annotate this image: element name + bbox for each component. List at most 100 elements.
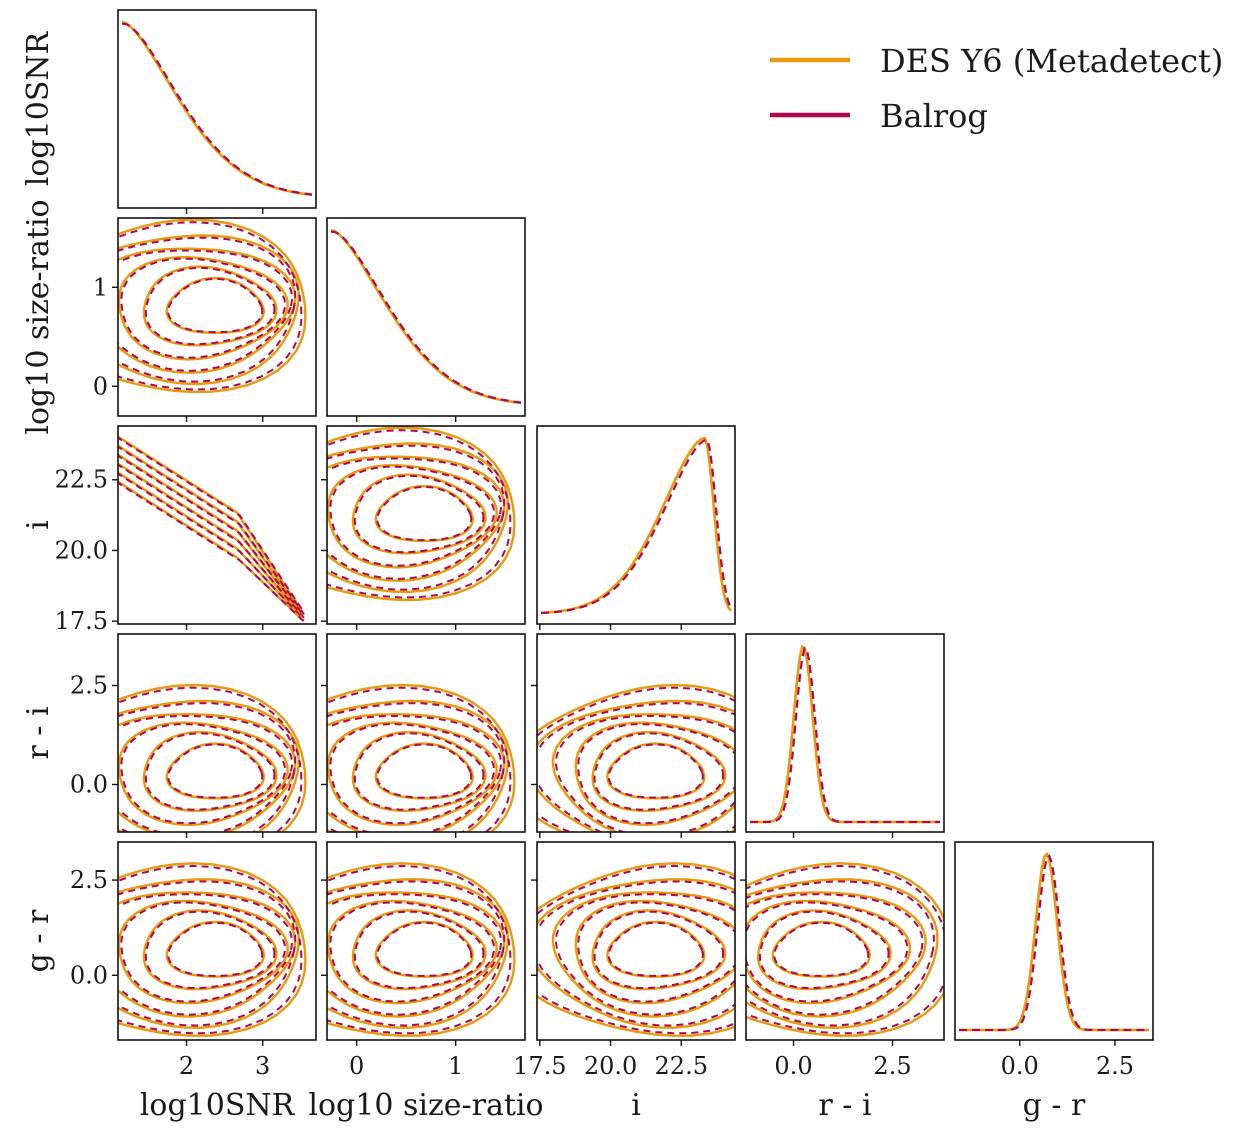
contour-balrog — [120, 257, 286, 359]
contour-des — [327, 683, 516, 832]
contour-des — [327, 862, 516, 1038]
contour-des — [165, 742, 266, 800]
x-tick-label-size: 0 — [349, 1052, 364, 1080]
contour-des — [327, 891, 506, 1018]
contour-des — [351, 730, 487, 813]
marginal-line-des — [330, 228, 522, 405]
contour-des — [118, 712, 297, 832]
x-tick-label-ri: 0.0 — [774, 1052, 812, 1080]
contour-balrog — [118, 864, 303, 1035]
contours-gr-vs-size — [327, 862, 516, 1038]
legend-label-balrog: Balrog — [880, 97, 988, 135]
contour-balrog — [118, 463, 305, 619]
contour-balrog — [607, 921, 704, 977]
contour-des — [327, 899, 498, 1005]
contour-balrog — [577, 723, 735, 825]
contour-des — [606, 742, 706, 800]
contour-balrog — [118, 481, 305, 623]
y-axis-label-snr: log10SNR — [21, 30, 56, 186]
contour-balrog — [376, 485, 473, 542]
contour-balrog — [593, 732, 725, 811]
marginal-gr — [959, 851, 1149, 1032]
y-axis-label-i: i — [21, 520, 56, 530]
contour-des — [374, 920, 475, 978]
contour-des — [118, 453, 302, 614]
panel-frame-gr-gr — [954, 841, 1154, 1041]
panel-frame-ri-snr — [117, 633, 317, 833]
contour-des — [118, 699, 301, 832]
contour-des — [165, 920, 266, 978]
contour-des — [118, 899, 289, 1005]
contour-des — [118, 234, 301, 386]
x-tick-label-snr: 2 — [179, 1052, 194, 1080]
panel-frame-ri-i — [536, 633, 736, 833]
panel-frame-i-snr — [117, 425, 317, 625]
contour-balrog — [167, 277, 264, 334]
contour-des — [327, 721, 498, 827]
x-axis-label-ri: r - i — [818, 1088, 871, 1123]
contour-balrog — [327, 864, 512, 1035]
contour-balrog — [120, 901, 286, 1003]
contour-des — [165, 276, 266, 334]
contour-balrog — [144, 266, 276, 346]
panel-frame-size-snr — [117, 217, 317, 417]
x-tick-label-i: 17.5 — [513, 1052, 566, 1080]
contour-des — [118, 721, 289, 827]
y-tick-label-size: 0 — [93, 372, 108, 400]
x-tick-label-size: 1 — [448, 1052, 463, 1080]
x-axis-label-snr: log10SNR — [140, 1088, 296, 1123]
x-axis-label-gr: g - r — [1023, 1088, 1086, 1123]
contour-balrog — [327, 893, 503, 1016]
panel-frame-ri-ri — [745, 633, 945, 833]
contour-balrog — [327, 715, 503, 832]
contour-balrog — [537, 880, 735, 1027]
panel-frame-size-size — [326, 217, 526, 417]
marginal-size — [330, 228, 522, 405]
contour-des — [746, 878, 939, 1030]
x-tick-label-ri: 2.5 — [873, 1052, 911, 1080]
contour-balrog — [376, 743, 473, 799]
x-axis-label-i: i — [631, 1088, 641, 1123]
contour-balrog — [554, 715, 735, 832]
contour-balrog — [118, 221, 303, 391]
contour-des — [591, 909, 727, 991]
contour-balrog — [327, 429, 512, 599]
contour-balrog — [773, 921, 870, 977]
marginal-snr — [121, 20, 313, 197]
contour-des — [551, 891, 735, 1018]
contour-balrog — [327, 457, 503, 580]
y-tick-label-i: 22.5 — [55, 466, 108, 494]
contour-balrog — [118, 249, 294, 372]
contours-gr-vs-ri — [746, 862, 944, 1038]
contour-des — [118, 683, 307, 832]
contour-balrog — [118, 880, 297, 1027]
panel-frame-i-size — [326, 425, 526, 625]
contour-balrog — [376, 921, 473, 977]
y-axis-label-size: log10 size-ratio — [21, 199, 56, 434]
legend: DES Y6 (Metadetect) Balrog — [770, 42, 1223, 135]
contour-des — [746, 899, 912, 1005]
contour-des — [142, 265, 278, 347]
contour-balrog — [118, 236, 297, 383]
x-axis-label-size: log10 size-ratio — [308, 1088, 543, 1123]
contour-des — [351, 473, 487, 555]
contour-des — [756, 909, 892, 991]
contour-des — [118, 247, 297, 375]
contours-gr-vs-i — [537, 862, 735, 1038]
contour-balrog — [593, 910, 725, 990]
contours-i-vs-snr — [118, 435, 305, 623]
contour-balrog — [758, 910, 890, 990]
contours-i-vs-size — [327, 426, 516, 602]
marginal-i — [540, 436, 733, 615]
contour-des — [771, 920, 872, 978]
contour-balrog — [120, 723, 286, 825]
contour-des — [537, 683, 735, 832]
panel-frame-gr-snr — [117, 841, 317, 1041]
contour-balrog — [118, 715, 294, 832]
contour-des — [327, 712, 506, 832]
contour-des — [746, 891, 928, 1018]
contour-balrog — [353, 474, 485, 554]
marginal-line-des — [540, 436, 733, 615]
x-tick-label-gr: 2.5 — [1096, 1052, 1134, 1080]
contour-des — [574, 721, 735, 827]
